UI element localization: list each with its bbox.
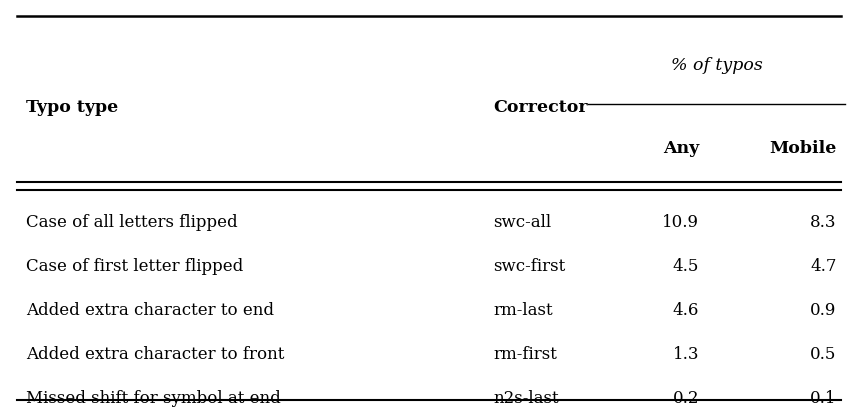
- Text: n2s-last: n2s-last: [493, 390, 559, 407]
- Text: rm-last: rm-last: [493, 302, 553, 319]
- Text: 4.6: 4.6: [673, 302, 699, 319]
- Text: Missed shift for symbol at end: Missed shift for symbol at end: [26, 390, 281, 407]
- Text: 0.9: 0.9: [810, 302, 837, 319]
- Text: rm-first: rm-first: [493, 346, 557, 363]
- Text: Added extra character to end: Added extra character to end: [26, 302, 274, 319]
- Text: Mobile: Mobile: [769, 140, 837, 157]
- Text: 0.5: 0.5: [810, 346, 837, 363]
- Text: 1.3: 1.3: [673, 346, 699, 363]
- Text: Any: Any: [663, 140, 699, 157]
- Text: 0.2: 0.2: [673, 390, 699, 407]
- Text: 8.3: 8.3: [810, 214, 837, 231]
- Text: 4.5: 4.5: [673, 258, 699, 275]
- Text: Typo type: Typo type: [26, 99, 118, 115]
- Text: 4.7: 4.7: [810, 258, 837, 275]
- Text: Corrector: Corrector: [493, 99, 588, 115]
- Text: 10.9: 10.9: [662, 214, 699, 231]
- Text: 0.1: 0.1: [810, 390, 837, 407]
- Text: swc-all: swc-all: [493, 214, 552, 231]
- Text: Case of first letter flipped: Case of first letter flipped: [26, 258, 243, 275]
- Text: % of typos: % of typos: [671, 57, 762, 74]
- Text: Case of all letters flipped: Case of all letters flipped: [26, 214, 238, 231]
- Text: swc-first: swc-first: [493, 258, 565, 275]
- Text: Added extra character to front: Added extra character to front: [26, 346, 284, 363]
